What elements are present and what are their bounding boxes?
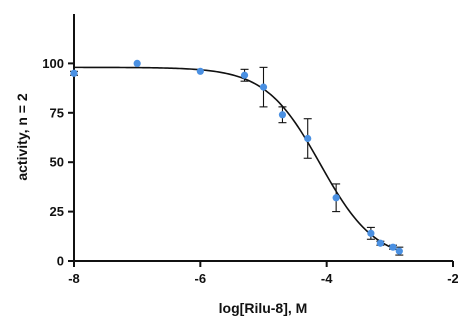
y-tick-label: 75 — [50, 105, 64, 120]
data-point — [240, 71, 249, 79]
data-point — [367, 229, 375, 237]
data-point — [389, 243, 397, 251]
y-tick-label: 25 — [50, 204, 64, 219]
error-bars — [70, 66, 404, 256]
data-points — [70, 59, 403, 255]
y-axis-title: activity, n = 2 — [14, 93, 30, 180]
data-point — [376, 239, 384, 247]
data-point — [395, 247, 403, 255]
data-point — [259, 83, 268, 91]
data-point — [278, 111, 287, 119]
x-axis-title: log[Rilu-8], M — [219, 300, 308, 316]
data-point — [332, 194, 340, 202]
fit-curve-group — [74, 66, 400, 252]
y-tick-label: 100 — [42, 56, 64, 71]
data-point — [70, 69, 78, 77]
y-tick-label: 0 — [57, 254, 64, 269]
y-tick-label: 50 — [50, 155, 64, 170]
data-point — [196, 67, 204, 75]
x-tick-label: -4 — [321, 271, 333, 286]
x-tick-label: -8 — [68, 271, 80, 286]
x-tick-label: -6 — [195, 271, 207, 286]
x-tick-label: -2 — [447, 271, 458, 286]
data-point — [133, 59, 141, 67]
data-point — [304, 134, 312, 143]
axes — [73, 14, 453, 262]
fit-curve — [74, 66, 400, 252]
ticks: 0 25 50 75 100 -8 -6 -4 -2 — [42, 56, 458, 286]
